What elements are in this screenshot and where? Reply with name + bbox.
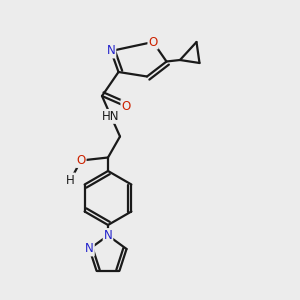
Text: N: N [103, 229, 112, 242]
Text: N: N [106, 44, 116, 58]
Text: O: O [76, 154, 85, 167]
Text: O: O [148, 35, 158, 49]
Text: H: H [66, 173, 75, 187]
Text: O: O [122, 100, 130, 113]
Text: HN: HN [102, 110, 120, 123]
Text: N: N [85, 242, 94, 256]
